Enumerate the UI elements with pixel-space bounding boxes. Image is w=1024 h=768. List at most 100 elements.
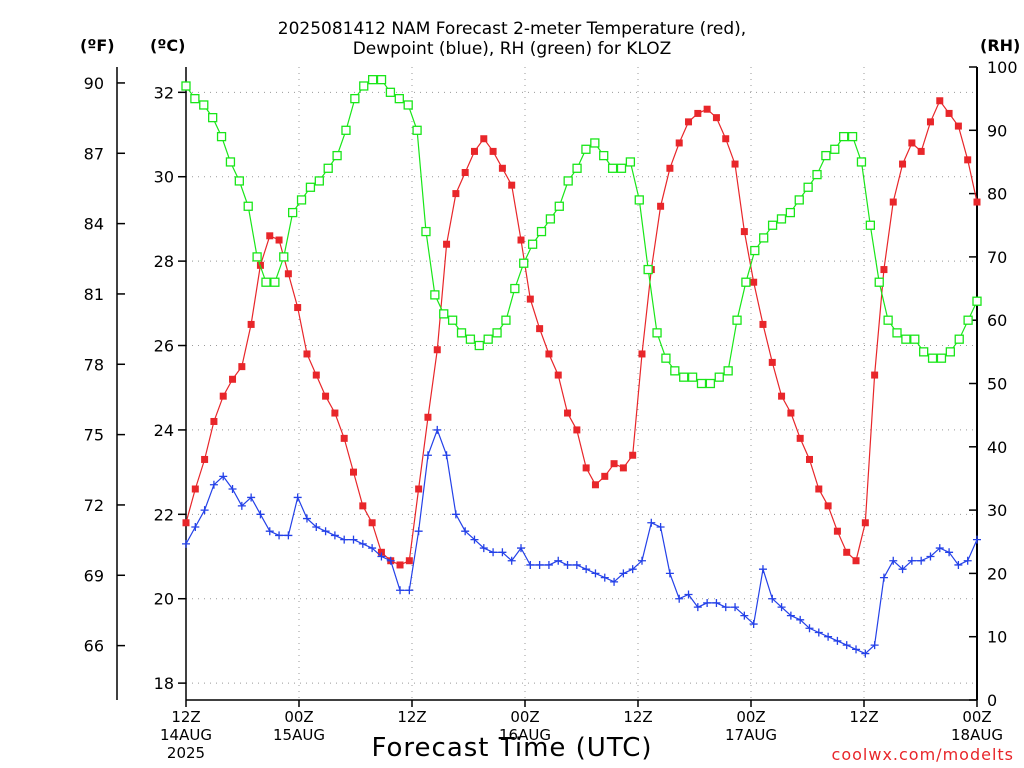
dewpoint-point (535, 560, 544, 569)
rh-point (661, 353, 671, 363)
temperature-point (889, 198, 897, 206)
rh-point (839, 131, 849, 142)
temperature-point (498, 164, 506, 172)
rh-point (536, 226, 547, 237)
rh-tick-label: 100 (987, 58, 1018, 77)
rh-point (847, 131, 858, 142)
data-series (181, 75, 982, 658)
rh-point (474, 340, 484, 351)
dewpoint-point (377, 552, 386, 561)
rh-point (732, 315, 742, 325)
temperature-point (805, 455, 813, 463)
dewpoint-point (721, 603, 730, 612)
rh-tick-label: 30 (987, 501, 1007, 520)
chart-title-line-2: Dewpoint (blue), RH (green) for KLOZ (352, 39, 672, 59)
rh-point (927, 353, 938, 363)
rh-point (208, 112, 218, 123)
dewpoint-point (293, 493, 302, 502)
temperature-point (554, 371, 562, 379)
temperature-point (564, 409, 572, 417)
rh-point (794, 195, 804, 205)
dewpoint-point (591, 569, 600, 578)
temperature-point (954, 122, 962, 130)
rh-point (687, 372, 698, 382)
celsius-tick-label: 20 (154, 590, 174, 609)
rh-point (616, 163, 627, 173)
temperature-point (210, 417, 218, 425)
rh-point (883, 315, 893, 325)
temperature-point (182, 519, 190, 527)
rh-point (465, 334, 476, 344)
rh-point (456, 328, 467, 338)
rh-point (199, 100, 209, 110)
rh-point (599, 150, 609, 161)
temperature-point (201, 455, 209, 463)
dewpoint-point (935, 544, 944, 553)
temperature-point (359, 502, 367, 510)
dewpoint-point (554, 556, 563, 565)
temperature-point (908, 139, 916, 147)
temperature-point (452, 190, 460, 198)
dewpoint-point (647, 518, 656, 527)
rh-point (270, 277, 280, 287)
rh-point (652, 328, 662, 338)
dewpoint-point (675, 594, 684, 603)
x-tick-label: 12Z (171, 708, 200, 726)
temperature-point (489, 147, 497, 155)
temperature-point (945, 109, 953, 117)
dewpoint-point (182, 539, 190, 548)
temperature-point (750, 278, 758, 286)
rh-point (288, 207, 298, 218)
temperature-point (405, 557, 413, 565)
dewpoint-point (368, 544, 377, 553)
dewpoint-point (386, 556, 395, 565)
temperature-point (843, 548, 851, 556)
dewpoint-point (321, 527, 330, 536)
celsius-tick-label: 32 (154, 83, 174, 102)
temperature-line (185, 99, 978, 566)
dewpoint-point (414, 527, 423, 536)
temperature-point (675, 139, 683, 147)
temperature-point (610, 460, 618, 468)
dewpoint-point (461, 527, 470, 536)
rh-point (972, 296, 982, 306)
dewpoint-point (731, 603, 740, 612)
dewpoint-point (907, 556, 916, 565)
dewpoint-point (945, 548, 954, 557)
temperature-point (229, 375, 237, 383)
rh-point (510, 283, 520, 294)
credit-label: coolwx.com/modelts (831, 745, 1014, 764)
rh-tick-label: 10 (987, 628, 1007, 647)
rh-point (767, 220, 778, 230)
rh-point (279, 252, 289, 262)
rh-point (696, 378, 707, 389)
rh-point (892, 328, 902, 338)
rh-point (910, 334, 920, 344)
temperature-point (740, 228, 748, 236)
temperature-point (768, 358, 776, 366)
temperature-point (238, 363, 246, 371)
rh-point (332, 150, 342, 161)
rh-point (181, 81, 191, 91)
rh-point (216, 131, 227, 142)
dewpoint-point (786, 611, 795, 620)
temperature-point (266, 232, 274, 240)
x-tick-label: 00Z (284, 708, 313, 726)
temperature-point (247, 320, 255, 328)
rh-point (439, 309, 449, 319)
dewpoint-point (824, 632, 833, 641)
temperature-point (852, 557, 860, 565)
dewpoint-point (572, 560, 581, 569)
temperature-point (303, 350, 311, 358)
dewpoint-point (879, 573, 888, 582)
rh-point (296, 195, 307, 205)
dewpoint-point (396, 586, 405, 595)
temperature-point (666, 164, 674, 172)
celsius-tick-label: 28 (154, 252, 174, 271)
temperature-point (815, 485, 823, 493)
dewpoint-point (814, 628, 823, 637)
dewpoint-point (656, 522, 665, 531)
temperature-point (861, 519, 869, 527)
celsius-tick-label: 26 (154, 337, 174, 356)
temperature-point (545, 350, 553, 358)
